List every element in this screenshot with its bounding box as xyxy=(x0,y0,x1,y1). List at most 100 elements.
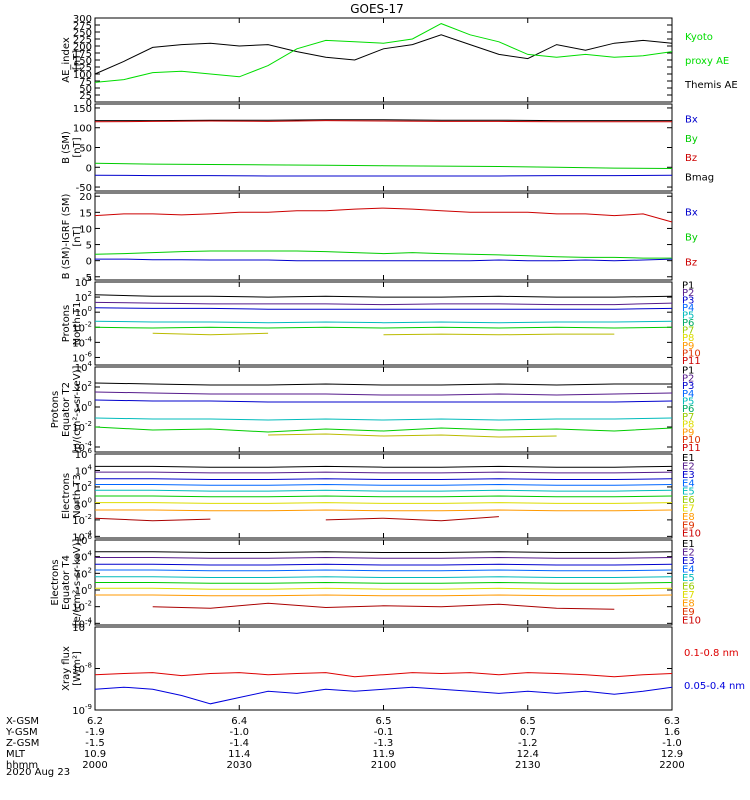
legend-p1: P1 xyxy=(682,366,694,377)
series-themis-ae xyxy=(94,34,673,75)
y-tick-label: 150 xyxy=(73,56,92,67)
y-tick-label: 250 xyxy=(73,28,92,39)
legend-by: By xyxy=(685,134,698,145)
series-bmag xyxy=(95,119,672,122)
panels: 0255075100125150175200225250275300AE_ind… xyxy=(50,14,745,717)
legend-p3: P3 xyxy=(682,381,694,392)
series-e4 xyxy=(95,483,673,486)
legend-p1: P1 xyxy=(682,280,694,291)
legend-bz: Bz xyxy=(685,153,697,164)
y-tick-label: 104 xyxy=(75,550,93,564)
footer-value: 1.6 xyxy=(664,727,680,738)
footer-value: 6.5 xyxy=(520,716,536,727)
legend-e9: E9 xyxy=(682,520,695,531)
series-e5 xyxy=(95,489,673,492)
legend-e4: E4 xyxy=(682,478,695,489)
y-axis-label: Protons xyxy=(50,391,61,428)
legend-p10: P10 xyxy=(682,348,701,359)
panel-xray: 10-7 10-8 10-9 Xray flux [W/m²] 0.1-0.8 nm 0.0… xyxy=(61,620,745,717)
legend-p3: P3 xyxy=(682,296,694,307)
y-tick-label: 104 xyxy=(75,275,93,289)
legend-bx: Bx xyxy=(685,115,698,126)
y-axis-label: [e/(cm²-s-sr-keV)] xyxy=(72,539,83,627)
y-tick-label: 100 xyxy=(75,583,92,597)
legend-e9: E9 xyxy=(682,607,695,618)
y-tick-label: 225 xyxy=(73,35,92,46)
series-e8 xyxy=(95,594,673,597)
y-tick-label: 100 xyxy=(75,305,92,319)
footer-value: 6.5 xyxy=(376,716,392,727)
series-p2 xyxy=(94,391,673,396)
legend-proxy-ae: proxy AE xyxy=(685,56,729,67)
legend-p10: P10 xyxy=(682,435,701,446)
y-axis-label: Equator T4 xyxy=(61,555,72,610)
panel-bsm: -50 0 50 100 150 B (SM) [nT] Bx By Bz Bmag xyxy=(61,103,714,194)
y-axis-label: AE_index xyxy=(61,37,72,83)
legend-p8: P8 xyxy=(682,333,694,344)
legend-0-1-0-8-nm: 0.1-0.8 nm xyxy=(684,648,739,659)
series-e2 xyxy=(95,471,673,474)
y-tick-label: 10-4 xyxy=(72,440,92,454)
legend-e8: E8 xyxy=(682,599,695,610)
y-axis-label: Electrons xyxy=(50,559,61,605)
legend-themis-ae: Themis AE xyxy=(684,80,738,91)
footer-value: -1.0 xyxy=(229,727,249,738)
footer-value: 11.9 xyxy=(372,749,394,760)
y-axis-label: Xray flux xyxy=(61,646,72,691)
footer-value: -0.1 xyxy=(374,727,394,738)
series-by xyxy=(94,250,672,259)
series-e1 xyxy=(95,465,673,468)
legend-e10: E10 xyxy=(682,529,701,540)
footer-value: 2130 xyxy=(515,760,540,771)
series-p1 xyxy=(94,294,673,298)
series-p7 xyxy=(94,426,673,433)
legend-p4: P4 xyxy=(682,389,694,400)
y-tick-label: 50 xyxy=(79,144,92,155)
y-tick-label: -5 xyxy=(82,273,92,284)
y-tick-label: 100 xyxy=(73,124,92,135)
y-tick-label: -50 xyxy=(76,183,92,194)
figure-title: GOES-17 xyxy=(350,2,404,16)
y-tick-label: 50 xyxy=(79,84,92,95)
y-axis-label: Protons xyxy=(61,305,72,342)
series-bx xyxy=(95,258,673,262)
legend-e10: E10 xyxy=(682,616,701,627)
panel-bigrf: -5 0 5 10 15 20 B (SM)-IGRF (SM) [nT] Bx By Bz xyxy=(61,192,698,284)
legend-e1: E1 xyxy=(682,453,695,464)
series-e9 xyxy=(152,602,615,610)
legend-bz: Bz xyxy=(685,257,697,268)
footer-value: 12.4 xyxy=(517,749,539,760)
y-tick-label: 104 xyxy=(75,463,93,477)
y-axis-label: B (SM)-IGRF (SM) xyxy=(61,194,72,280)
legend-p8: P8 xyxy=(682,420,694,431)
series-e7 xyxy=(95,502,673,504)
y-axis-label: [W/m²] xyxy=(72,651,83,686)
panel-p_t2: 104 102 100 10-2 10-4 Protons Equator T2 [p/(cm… xyxy=(50,360,701,454)
series-e6 xyxy=(95,581,673,584)
series-by xyxy=(94,162,673,169)
y-axis-label: Electrons xyxy=(61,473,72,519)
y-tick-label: 102 xyxy=(75,290,92,304)
series-kyoto-proxy-ae xyxy=(94,23,673,83)
y-tick-label: 0 xyxy=(86,257,92,268)
legend-p7: P7 xyxy=(682,412,694,423)
y-tick-label: 10-7 xyxy=(72,620,92,634)
panel-frame xyxy=(94,103,673,192)
series-bz xyxy=(94,120,672,123)
panel-frame xyxy=(94,17,673,103)
series-p9 xyxy=(268,434,672,437)
y-tick-label: 100 xyxy=(73,70,92,81)
footer-row-label: Z-GSM xyxy=(6,738,39,749)
y-tick-label: 200 xyxy=(73,42,92,53)
series-p5 xyxy=(94,320,673,324)
legend-e6: E6 xyxy=(682,582,695,593)
footer-value: 2000 xyxy=(82,760,107,771)
series-p7 xyxy=(94,326,673,329)
y-tick-label: 300 xyxy=(73,14,92,25)
panel-frame xyxy=(94,626,673,711)
legend-p2: P2 xyxy=(682,288,694,299)
y-tick-label: 10-4 xyxy=(72,335,92,349)
y-tick-label: 102 xyxy=(75,566,92,580)
